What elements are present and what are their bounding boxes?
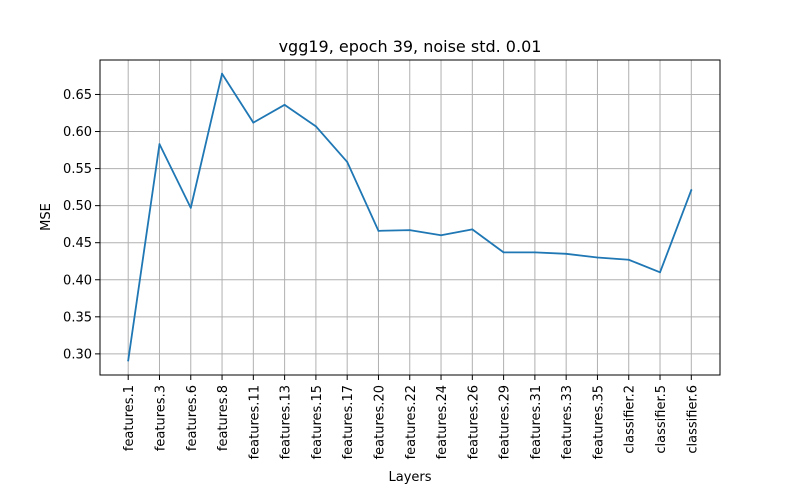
x-tick-label: features.24 [435,385,450,459]
x-tick-label: classifier.5 [654,385,669,454]
data-point [158,143,161,146]
data-point [315,125,317,128]
x-tick-label: features.6 [185,385,200,451]
x-tick-label: features.8 [216,385,231,451]
y-axis: 0.30 0.35 0.40 0.45 0.50 0.55 0.60 0.65 [63,88,100,362]
data-point [377,229,380,232]
x-tick-label: features.15 [310,385,325,459]
x-tick-label: features.13 [279,385,294,459]
y-tick-label: 0.40 [63,273,92,288]
data-point [533,251,536,254]
data-point [221,72,223,75]
data-point [596,256,599,259]
x-tick-label: features.35 [591,385,606,459]
x-tick-label: classifier.2 [623,385,638,454]
x-tick-label: features.31 [529,385,544,459]
chart-title: vgg19, epoch 39, noise std. 0.01 [279,37,542,56]
x-tick-label: classifier.6 [685,385,700,454]
grid [100,60,720,375]
data-point [440,234,442,237]
x-tick-label: features.20 [372,385,387,459]
data-point [408,229,411,232]
data-point [346,161,349,163]
x-tick-label: features.22 [404,385,419,459]
x-tick-label: features.26 [466,385,481,459]
x-tick-label: features.29 [498,385,513,459]
y-tick-label: 0.50 [63,199,92,214]
data-point [627,258,630,261]
y-tick-label: 0.30 [63,347,92,362]
x-tick-label: features.11 [247,385,262,459]
data-point [189,206,192,209]
y-tick-label: 0.65 [63,88,92,103]
data-point [127,359,130,362]
x-tick-label: features.3 [153,385,168,451]
y-tick-label: 0.55 [63,162,92,177]
y-axis-label: MSE [39,203,54,231]
x-tick-label: features.17 [341,385,356,459]
y-tick-label: 0.35 [63,310,92,325]
x-tick-label: features.33 [560,385,575,459]
series-line-layer [127,72,693,362]
data-point [502,251,505,254]
data-point [471,228,474,231]
y-tick-label: 0.60 [63,125,92,140]
data-point [565,252,568,255]
data-point [252,121,255,124]
x-axis: features.1 features.3 features.6 features.8… [122,375,700,459]
data-point [283,103,286,106]
y-tick-label: 0.45 [63,236,92,251]
data-point [659,271,661,274]
x-tick-label: features.1 [122,385,137,451]
x-axis-label: Layers [388,470,431,485]
data-point [690,189,693,191]
